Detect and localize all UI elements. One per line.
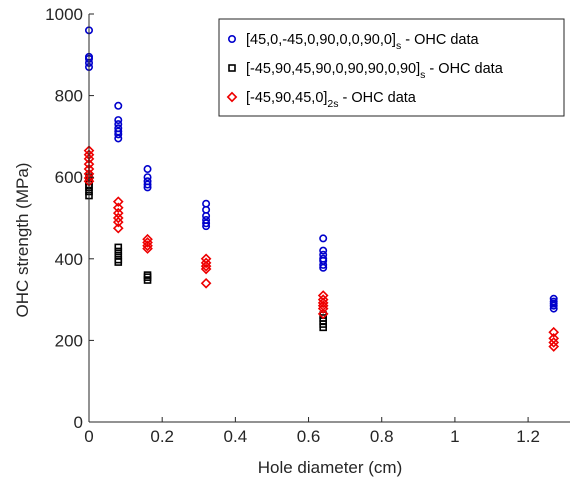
legend-entry-1: [45,0,-45,0,90,0,0,90,0]s - OHC data — [246, 32, 479, 52]
x-tick-label: 1 — [450, 427, 459, 446]
diamond-marker — [142, 240, 153, 252]
diamond-marker — [200, 257, 212, 269]
x-tick-label: 0.6 — [297, 427, 321, 446]
x-tick-label: 1.2 — [516, 427, 540, 446]
diamond-marker — [200, 260, 212, 272]
circle-marker — [319, 234, 328, 243]
circle-marker — [114, 101, 123, 110]
y-axis-label: OHC strength (MPa) — [13, 163, 32, 318]
y-tick-label: 200 — [55, 331, 83, 350]
circle-marker — [114, 116, 123, 125]
y-tick-label: 400 — [55, 250, 83, 269]
diamond-marker — [200, 263, 212, 275]
diamond-marker — [317, 308, 329, 320]
circle-marker — [202, 211, 211, 220]
square-marker — [319, 323, 327, 332]
diamond-marker — [112, 216, 124, 228]
diamond-marker — [112, 222, 124, 234]
y-tick-label: 0 — [74, 413, 83, 432]
axes: 0 0.2 0.4 0.6 0.8 1 1.2 0 200 400 600 800 1000 — [45, 5, 570, 446]
x-tick-label: 0.2 — [150, 427, 174, 446]
diamond-marker — [112, 202, 124, 214]
square-marker — [114, 258, 123, 266]
circle-marker — [202, 219, 211, 228]
y-tick-label: 800 — [55, 87, 83, 106]
legend-entry-3: [-45,90,45,0]2s - OHC data — [246, 90, 417, 110]
square-marker — [143, 276, 152, 284]
legend-circle-marker — [228, 34, 237, 43]
legend-box — [218, 18, 565, 117]
diamond-marker — [200, 277, 212, 289]
legend-entry-2: [-45,90,45,90,0,90,90,0,90]s - OHC data — [246, 61, 504, 81]
legend: [45,0,-45,0,90,0,0,90,0]s - OHC data [-45… — [218, 18, 565, 117]
circle-marker — [549, 304, 558, 313]
circle-marker — [114, 134, 123, 143]
circle-marker — [114, 120, 123, 129]
x-axis-label: Hole diameter (cm) — [258, 458, 403, 477]
circle-marker — [319, 246, 328, 255]
x-tick-label: 0 — [84, 427, 93, 446]
square-marker — [114, 247, 123, 256]
x-tick-label: 0.4 — [224, 427, 248, 446]
circle-marker — [549, 301, 558, 310]
diamond-marker — [548, 326, 560, 338]
circle-marker — [319, 263, 328, 272]
legend-square-marker — [228, 64, 236, 72]
diamond-marker — [142, 243, 153, 254]
circle-marker — [143, 165, 152, 174]
circle-marker — [202, 222, 211, 231]
square-marker — [114, 243, 123, 252]
circle-marker — [143, 180, 152, 189]
circle-marker — [143, 173, 152, 182]
diamond-marker — [317, 303, 329, 314]
x-tick-label: 0.8 — [370, 427, 394, 446]
circle-marker — [319, 260, 328, 269]
legend-diamond-marker — [226, 91, 238, 103]
diamond-marker — [142, 237, 153, 248]
circle-marker — [114, 130, 123, 139]
diamond-marker — [548, 341, 560, 352]
circle-marker — [143, 183, 152, 192]
diamond-marker — [112, 212, 124, 224]
diamond-marker — [548, 337, 560, 348]
y-tick-label: 1000 — [45, 5, 83, 24]
diamond-marker — [112, 196, 124, 208]
y-tick-label: 600 — [55, 168, 83, 187]
diamond-marker — [317, 297, 329, 309]
